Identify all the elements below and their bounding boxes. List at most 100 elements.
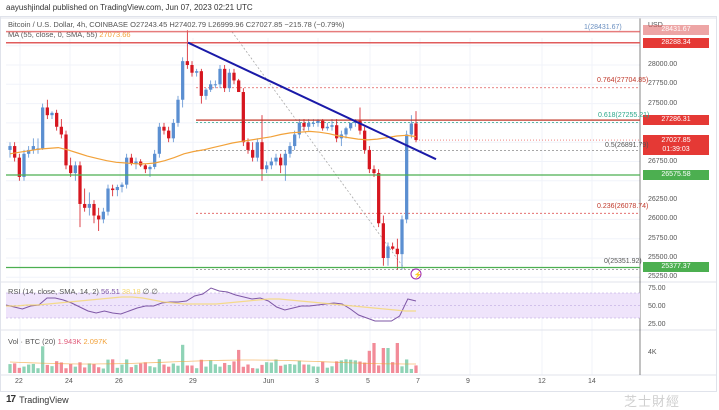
volume-bar (125, 359, 129, 373)
ma-line (9, 130, 417, 165)
support-low-tag: 25377.37 (643, 262, 709, 272)
candle-body (363, 130, 367, 150)
published-line: aayushjindal published on TradingView.co… (6, 3, 253, 12)
volume-bar (325, 367, 329, 373)
ma-legend[interactable]: MA (55, close, 0, SMA, 55) 27073.66 (8, 30, 131, 39)
candle-body (162, 126, 166, 131)
volume-legend[interactable]: Vol · BTC (20) 1.943K 2.097K (8, 337, 107, 346)
volume-bar (246, 364, 250, 373)
volume-bar (83, 367, 87, 373)
ohlc-low: L26999.96 (208, 20, 244, 29)
candle-body (227, 72, 231, 89)
candle-body (31, 146, 35, 150)
symbol-legend: Bitcoin / U.S. Dollar, 4h, COINBASE O272… (8, 20, 345, 29)
volume-bar (101, 368, 105, 373)
volume-bar (78, 362, 82, 373)
volume-bar (185, 365, 189, 373)
volume-bar (143, 362, 147, 373)
bar-countdown: 01:39:03 (662, 146, 690, 153)
volume-bar (73, 366, 77, 373)
candle-body (129, 157, 133, 164)
volume-ma-line (9, 359, 416, 365)
time-label-29: 29 (189, 378, 197, 385)
volume-bar (181, 344, 185, 373)
volume-bar (129, 367, 133, 373)
volume-bar (311, 366, 315, 373)
volume-bar (176, 365, 180, 373)
candle-body (111, 188, 115, 191)
candle-body (45, 107, 49, 116)
ohlc-high: H27402.79 (169, 20, 207, 29)
volume-bar (349, 359, 353, 373)
price-axis-label: 25500.00 (648, 254, 678, 261)
volume-bar (157, 359, 161, 373)
price-axis-label: 26250.00 (648, 196, 678, 204)
time-label-5: 5 (366, 378, 370, 385)
volume-bar (13, 363, 17, 373)
candle-body (377, 173, 381, 224)
volume-bar (64, 368, 68, 373)
ohlc-change: −215.78 (−0.79%) (284, 20, 345, 29)
volume-bar (17, 367, 21, 373)
candle-body (297, 122, 301, 135)
volume-bar (344, 359, 348, 373)
candle-body (213, 84, 217, 86)
tv-logo-icon: 17 (6, 394, 16, 405)
candle-body (246, 142, 250, 150)
fib-0-label: 0(25351.92) (604, 258, 642, 265)
rsi-extra: ∅ ∅ (142, 287, 158, 296)
volume-bar (195, 368, 199, 373)
volume-bar (36, 368, 40, 373)
lightning-glyph: ⚡ (414, 270, 423, 279)
ma-value: 27073.66 (99, 30, 131, 39)
volume-bar (31, 363, 35, 373)
candle-body (13, 146, 17, 158)
volume-bar (171, 363, 175, 373)
rsi-label: RSI (14, close, SMA, 14, 2) (8, 287, 99, 296)
volume-bar (92, 364, 96, 373)
volume-bar (227, 364, 231, 373)
candle-body (195, 71, 199, 73)
candle-body (316, 120, 320, 123)
volume-value: 1.943K (57, 337, 82, 346)
candle-body (69, 165, 73, 174)
candle-body (106, 188, 110, 212)
volume-bar (260, 364, 264, 373)
volume-bar (106, 359, 110, 373)
volume-bar (367, 350, 371, 373)
candle-body (386, 246, 390, 258)
ma-label: MA (55, close, 0, SMA, 55) (8, 30, 98, 39)
volume-bar (321, 361, 325, 373)
candle-body (185, 61, 189, 65)
volume-bar (330, 366, 334, 373)
volume-bar (237, 349, 241, 373)
volume-bar (153, 367, 157, 373)
candle-body (92, 203, 96, 216)
candle-body (73, 165, 77, 174)
time-label-14: 14 (588, 378, 596, 385)
volume-bar (148, 366, 152, 373)
candle-body (115, 186, 119, 191)
volume-axis-4k: 4K (648, 349, 657, 356)
tradingview-logo[interactable]: 17 TradingView (6, 394, 69, 405)
price-axis-label: 27750.00 (648, 80, 678, 88)
candle-body (125, 157, 129, 185)
rsi-legend[interactable]: RSI (14, close, SMA, 14, 2) 56.51 38.18 … (8, 287, 158, 296)
volume-bar (139, 363, 143, 373)
candle-body (41, 107, 45, 149)
volume-bar (241, 366, 245, 373)
volume-bar (204, 366, 208, 373)
candle-body (302, 122, 306, 127)
fib-0618-label: 0.618(27255.21) (598, 112, 650, 119)
volume-bar (115, 367, 119, 373)
candle-body (349, 122, 353, 129)
candle-body (269, 161, 273, 166)
volume-bar (167, 366, 171, 373)
ohlc-open: O27243.45 (130, 20, 168, 29)
candle-body (414, 123, 418, 141)
time-label-22: 22 (15, 378, 23, 385)
time-label-9: 9 (466, 378, 470, 385)
symbol-name[interactable]: Bitcoin / U.S. Dollar, 4h, COINBASE (8, 20, 129, 29)
candle-body (335, 125, 339, 139)
